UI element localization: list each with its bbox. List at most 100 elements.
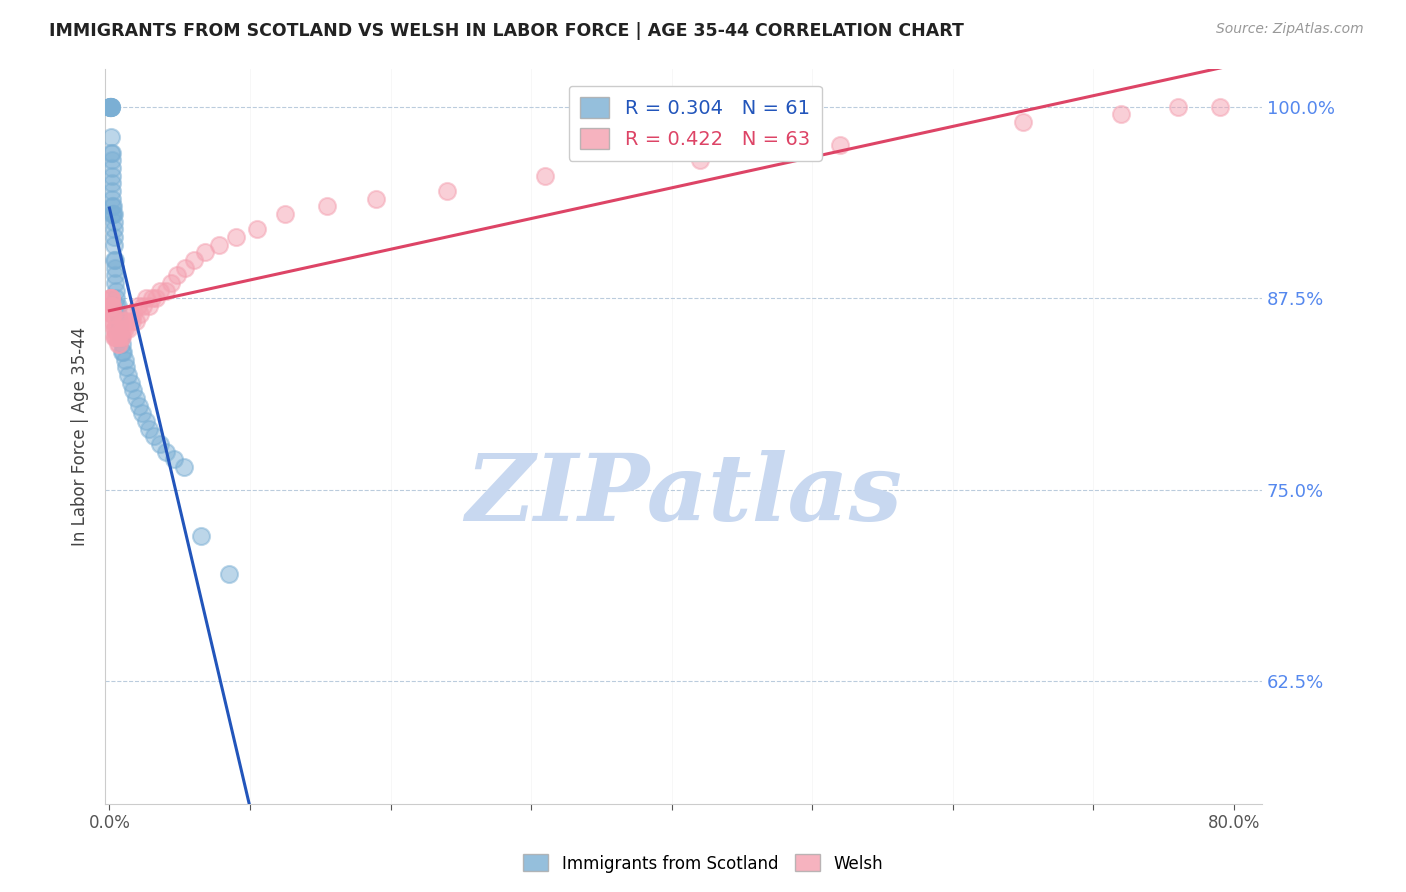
Point: [225, 230, 247, 244]
Point: [98, 291, 121, 305]
Point: [107, 299, 129, 313]
Point: [114, 352, 136, 367]
Point: [127, 299, 149, 313]
Point: [107, 337, 129, 351]
Point: [1209, 100, 1232, 114]
Point: [131, 406, 153, 420]
Point: [111, 345, 134, 359]
Point: [103, 322, 125, 336]
Point: [101, 314, 124, 328]
Legend: R = 0.304   N = 61, R = 0.422   N = 63: R = 0.304 N = 61, R = 0.422 N = 63: [568, 86, 821, 161]
Point: [534, 169, 557, 183]
Point: [103, 253, 125, 268]
Point: [101, 307, 124, 321]
Point: [117, 368, 139, 382]
Point: [436, 184, 458, 198]
Point: [100, 291, 122, 305]
Point: [105, 329, 128, 343]
Point: [110, 322, 132, 336]
Point: [100, 100, 122, 114]
Point: [107, 329, 129, 343]
Point: [98, 100, 121, 114]
Point: [100, 100, 122, 114]
Point: [100, 153, 122, 168]
Point: [100, 291, 122, 305]
Point: [101, 307, 124, 321]
Point: [101, 299, 124, 313]
Point: [145, 291, 167, 305]
Point: [103, 222, 125, 236]
Point: [689, 153, 711, 168]
Point: [104, 276, 127, 290]
Point: [104, 322, 127, 336]
Point: [166, 268, 188, 283]
Point: [121, 314, 143, 328]
Point: [143, 429, 166, 443]
Point: [100, 100, 122, 114]
Legend: Immigrants from Scotland, Welsh: Immigrants from Scotland, Welsh: [516, 847, 890, 880]
Y-axis label: In Labor Force | Age 35-44: In Labor Force | Age 35-44: [72, 326, 89, 546]
Point: [104, 268, 127, 283]
Point: [101, 184, 124, 198]
Point: [108, 314, 131, 328]
Point: [103, 215, 125, 229]
Point: [174, 260, 197, 275]
Point: [98, 100, 121, 114]
Point: [101, 192, 124, 206]
Point: [155, 444, 177, 458]
Point: [107, 307, 129, 321]
Point: [138, 421, 160, 435]
Point: [103, 230, 125, 244]
Text: Source: ZipAtlas.com: Source: ZipAtlas.com: [1216, 22, 1364, 37]
Point: [366, 192, 388, 206]
Point: [98, 100, 121, 114]
Point: [112, 314, 135, 328]
Point: [108, 322, 131, 336]
Point: [101, 199, 124, 213]
Point: [149, 284, 172, 298]
Point: [149, 437, 172, 451]
Point: [98, 100, 121, 114]
Point: [120, 307, 142, 321]
Point: [135, 414, 157, 428]
Point: [104, 329, 127, 343]
Point: [120, 376, 142, 390]
Point: [128, 399, 150, 413]
Point: [125, 391, 148, 405]
Point: [98, 100, 121, 114]
Point: [104, 260, 127, 275]
Point: [110, 329, 132, 343]
Point: [135, 291, 157, 305]
Point: [98, 299, 121, 313]
Point: [218, 567, 240, 582]
Point: [1012, 115, 1035, 129]
Point: [104, 253, 127, 268]
Point: [101, 177, 124, 191]
Point: [163, 452, 186, 467]
Point: [110, 329, 132, 343]
Point: [105, 284, 128, 298]
Point: [103, 207, 125, 221]
Point: [246, 222, 269, 236]
Point: [160, 276, 183, 290]
Point: [105, 299, 128, 313]
Point: [100, 100, 122, 114]
Point: [100, 299, 122, 313]
Point: [138, 299, 160, 313]
Point: [100, 299, 122, 313]
Point: [100, 145, 122, 160]
Point: [100, 169, 122, 183]
Point: [830, 138, 852, 153]
Point: [105, 291, 128, 305]
Point: [111, 337, 134, 351]
Text: IMMIGRANTS FROM SCOTLAND VS WELSH IN LABOR FORCE | AGE 35-44 CORRELATION CHART: IMMIGRANTS FROM SCOTLAND VS WELSH IN LAB…: [49, 22, 965, 40]
Point: [274, 207, 297, 221]
Point: [112, 345, 135, 359]
Text: ZIPatlas: ZIPatlas: [465, 450, 903, 540]
Point: [112, 322, 135, 336]
Point: [173, 459, 195, 474]
Point: [101, 207, 124, 221]
Point: [114, 322, 136, 336]
Point: [129, 307, 152, 321]
Point: [115, 360, 138, 375]
